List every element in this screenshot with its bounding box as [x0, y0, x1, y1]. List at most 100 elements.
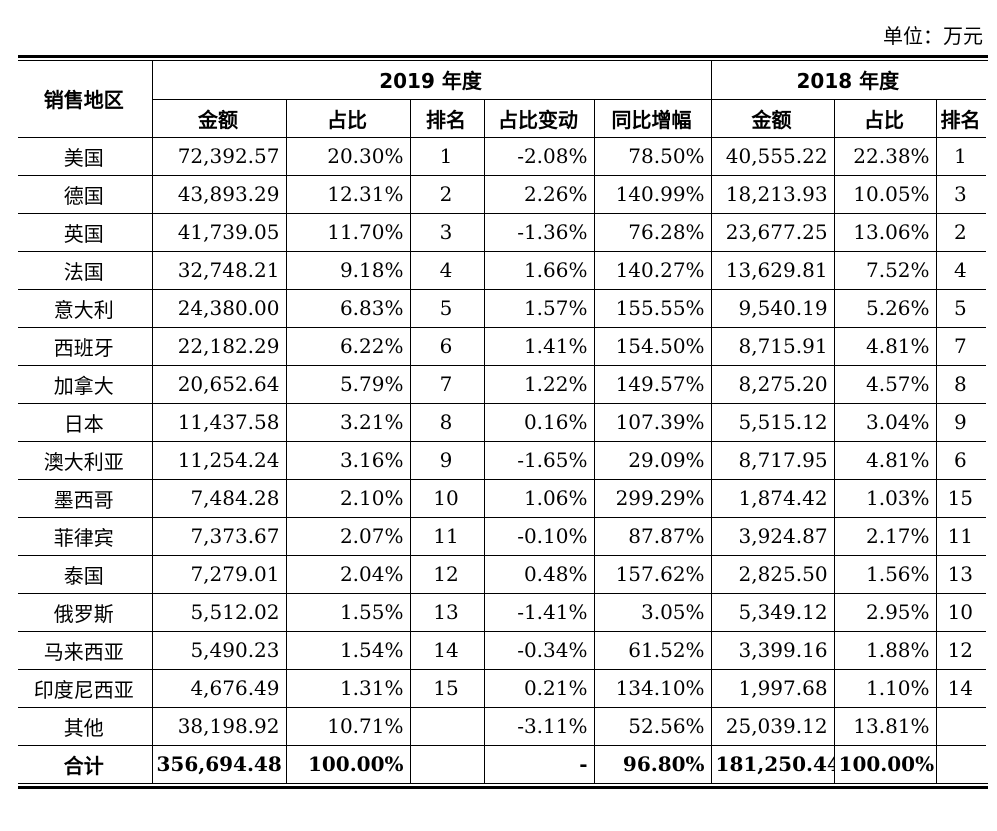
cell-yoy-growth: 76.28% — [593, 212, 712, 252]
cell-share-change: 0.16% — [483, 402, 595, 442]
cell-yoy-growth: 29.09% — [593, 440, 712, 480]
cell-region: 澳大利亚 — [18, 440, 153, 480]
cell-amount-2019: 4,676.49 — [151, 668, 287, 708]
cell-region: 日本 — [18, 402, 153, 442]
header-rank-2019: 排名 — [409, 98, 485, 138]
cell-share-2019: 1.54% — [285, 630, 411, 670]
cell-amount-2019: 43,893.29 — [151, 174, 287, 214]
cell-amount-2018: 9,540.19 — [710, 288, 835, 328]
cell-share-2019: 3.21% — [285, 402, 411, 442]
cell-region: 意大利 — [18, 288, 153, 328]
cell-share-2018: 4.81% — [833, 440, 937, 480]
cell-amount-2019: 38,198.92 — [151, 706, 287, 746]
cell-amount-2018: 40,555.22 — [710, 136, 835, 176]
cell-amount-2019: 22,182.29 — [151, 326, 287, 366]
cell-share-2019: 2.04% — [285, 554, 411, 594]
cell-rank-2018: 12 — [935, 630, 987, 670]
cell-rank-2018: 14 — [935, 668, 987, 708]
cell-share-change: 0.21% — [483, 668, 595, 708]
cell-rank-2018: 7 — [935, 326, 987, 366]
table-row: 美国 72,392.57 20.30% 1 -2.08% 78.50% 40,555.22 2… — [18, 136, 987, 176]
cell-amount-2019: 7,279.01 — [151, 554, 287, 594]
cell-rank-2019: 2 — [409, 174, 485, 214]
header-share-change: 占比变动 — [483, 98, 595, 138]
cell-amount-2018: 8,717.95 — [710, 440, 835, 480]
cell-share-change: -3.11% — [483, 706, 595, 746]
cell-region: 印度尼西亚 — [18, 668, 153, 708]
cell-share-change: -0.34% — [483, 630, 595, 670]
cell-share-change: -1.36% — [483, 212, 595, 252]
cell-region: 墨西哥 — [18, 478, 153, 518]
cell-rank-2019: 12 — [409, 554, 485, 594]
cell-rank-2019: 3 — [409, 212, 485, 252]
cell-share-2019: 6.83% — [285, 288, 411, 328]
cell-amount-2018: 5,349.12 — [710, 592, 835, 632]
table-row: 意大利 24,380.00 6.83% 5 1.57% 155.55% 9,540.19 5.… — [18, 288, 987, 328]
cell-share-2018: 13.06% — [833, 212, 937, 252]
cell-amount-2019: 7,373.67 — [151, 516, 287, 556]
cell-rank-2019: 9 — [409, 440, 485, 480]
cell-rank-2019: 13 — [409, 592, 485, 632]
sales-region-table-frame: 销售地区 2019 年度 2018 年度 金额 占比 排名 占比变动 同比增幅 … — [18, 55, 988, 789]
cell-amount-2019: 24,380.00 — [151, 288, 287, 328]
cell-share-2019: 9.18% — [285, 250, 411, 290]
cell-yoy-growth: 157.62% — [593, 554, 712, 594]
cell-rank-2019: 10 — [409, 478, 485, 518]
table-row: 泰国 7,279.01 2.04% 12 0.48% 157.62% 2,825.50 1.5… — [18, 554, 987, 594]
table-row: 加拿大 20,652.64 5.79% 7 1.22% 149.57% 8,275.20 4.… — [18, 364, 987, 404]
cell-share-change: 1.41% — [483, 326, 595, 366]
cell-rank-2018: 8 — [935, 364, 987, 404]
cell-share-2019: 100.00% — [285, 744, 411, 783]
cell-rank-2019: 15 — [409, 668, 485, 708]
cell-region: 德国 — [18, 174, 153, 214]
cell-region: 西班牙 — [18, 326, 153, 366]
table-row: 菲律宾 7,373.67 2.07% 11 -0.10% 87.87% 3,924.87 2.… — [18, 516, 987, 556]
table-total-row: 合计 356,694.48 100.00% -96.80% 181,250.44 100.… — [18, 744, 987, 783]
table-row: 马来西亚 5,490.23 1.54% 14 -0.34% 61.52% 3,399.16 1… — [18, 630, 987, 670]
cell-region: 泰国 — [18, 554, 153, 594]
cell-rank-2018: 9 — [935, 402, 987, 442]
cell-yoy-growth: 154.50% — [593, 326, 712, 366]
cell-amount-2019: 5,490.23 — [151, 630, 287, 670]
cell-amount-2018: 18,213.93 — [710, 174, 835, 214]
cell-rank-2019: 14 — [409, 630, 485, 670]
cell-yoy-growth: 134.10% — [593, 668, 712, 708]
header-row-years: 销售地区 2019 年度 2018 年度 — [18, 61, 987, 138]
cell-amount-2019: 5,512.02 — [151, 592, 287, 632]
cell-rank-2018: 5 — [935, 288, 987, 328]
cell-share-2019: 1.55% — [285, 592, 411, 632]
cell-rank-2018: 6 — [935, 440, 987, 480]
sales-region-table: 销售地区 2019 年度 2018 年度 金额 占比 排名 占比变动 同比增幅 … — [18, 61, 987, 783]
cell-share-2019: 5.79% — [285, 364, 411, 404]
cell-share-2018: 5.26% — [833, 288, 937, 328]
cell-amount-2018: 8,715.91 — [710, 326, 835, 366]
cell-region: 英国 — [18, 212, 153, 252]
cell-share-2019: 2.07% — [285, 516, 411, 556]
cell-region: 其他 — [18, 706, 153, 746]
cell-amount-2018: 2,825.50 — [710, 554, 835, 594]
header-rank-2018: 排名 — [935, 98, 987, 138]
cell-rank-2018: 10 — [935, 592, 987, 632]
cell-region: 美国 — [18, 136, 153, 176]
cell-amount-2018: 5,515.12 — [710, 402, 835, 442]
cell-amount-2019: 356,694.48 — [151, 744, 287, 783]
table-row: 印度尼西亚 4,676.49 1.31% 15 0.21% 134.10% 1,997.68… — [18, 668, 987, 708]
cell-amount-2019: 7,484.28 — [151, 478, 287, 518]
cell-share-2018: 1.56% — [833, 554, 937, 594]
cell-amount-2018: 13,629.81 — [710, 250, 835, 290]
cell-rank-2018 — [935, 706, 987, 746]
cell-rank-2019 — [409, 744, 485, 783]
cell-amount-2018: 23,677.25 — [710, 212, 835, 252]
cell-share-2019: 11.70% — [285, 212, 411, 252]
table-row: 其他 38,198.92 10.71% -3.11% 52.56% 25,039.12 13… — [18, 706, 987, 746]
cell-rank-2019 — [409, 706, 485, 746]
cell-rank-2018 — [935, 744, 987, 783]
cell-rank-2018: 1 — [935, 136, 987, 176]
cell-rank-2018: 4 — [935, 250, 987, 290]
cell-yoy-growth: 78.50% — [593, 136, 712, 176]
cell-rank-2018: 13 — [935, 554, 987, 594]
cell-share-2018: 2.95% — [833, 592, 937, 632]
cell-share-change: -1.41% — [483, 592, 595, 632]
cell-share-change: 0.48% — [483, 554, 595, 594]
cell-region: 合计 — [18, 744, 153, 783]
